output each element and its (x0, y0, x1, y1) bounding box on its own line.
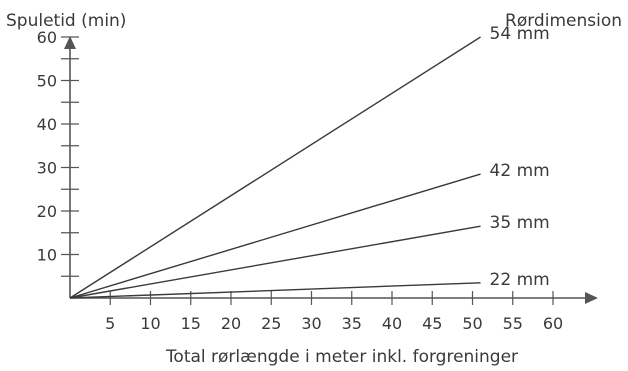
y-axis-arrow (64, 36, 76, 49)
series-lines: 54 mm 42 mm 35 mm 22 mm (69, 24, 550, 299)
legend-title: Rørdimension (505, 11, 622, 31)
x-tick-label-25: 25 (261, 314, 281, 333)
x-tick-label-30: 30 (301, 314, 321, 333)
x-tick-label-15: 15 (181, 314, 201, 333)
axes (64, 36, 598, 304)
series-label-54-mm: 54 mm (490, 24, 550, 44)
series-line-35-mm (69, 225, 481, 299)
x-axis-title: Total rørlængde i meter inkl. forgrening… (165, 347, 518, 367)
x-tick-label-60: 60 (543, 314, 563, 333)
y-tick-label-60: 60 (37, 28, 57, 47)
series-label-22-mm: 22 mm (490, 270, 550, 290)
series-line-42-mm (69, 173, 481, 299)
ticks: 5 10 15 20 25 30 35 40 45 50 55 60 10 20 30 40 50 60 (37, 28, 564, 333)
y-tick-label-50: 50 (37, 72, 57, 91)
y-axis-title: Spuletid (min) (6, 11, 126, 31)
x-tick-label-45: 45 (422, 314, 442, 333)
x-tick-label-20: 20 (221, 314, 241, 333)
series-line-54-mm (69, 36, 481, 299)
y-tick-label-20: 20 (37, 202, 57, 221)
y-tick-label-40: 40 (37, 115, 57, 134)
x-axis-arrow (585, 292, 598, 304)
series-line-22-mm (69, 282, 481, 299)
series-label-35-mm: 35 mm (490, 213, 550, 233)
y-tick-label-10: 10 (37, 246, 57, 265)
x-tick-label-35: 35 (342, 314, 362, 333)
x-tick-label-50: 50 (462, 314, 482, 333)
x-tick-label-40: 40 (382, 314, 402, 333)
x-tick-label-10: 10 (140, 314, 160, 333)
x-tick-label-55: 55 (503, 314, 523, 333)
series-label-42-mm: 42 mm (490, 161, 550, 181)
y-tick-label-30: 30 (37, 159, 57, 178)
x-tick-label-5: 5 (105, 314, 115, 333)
